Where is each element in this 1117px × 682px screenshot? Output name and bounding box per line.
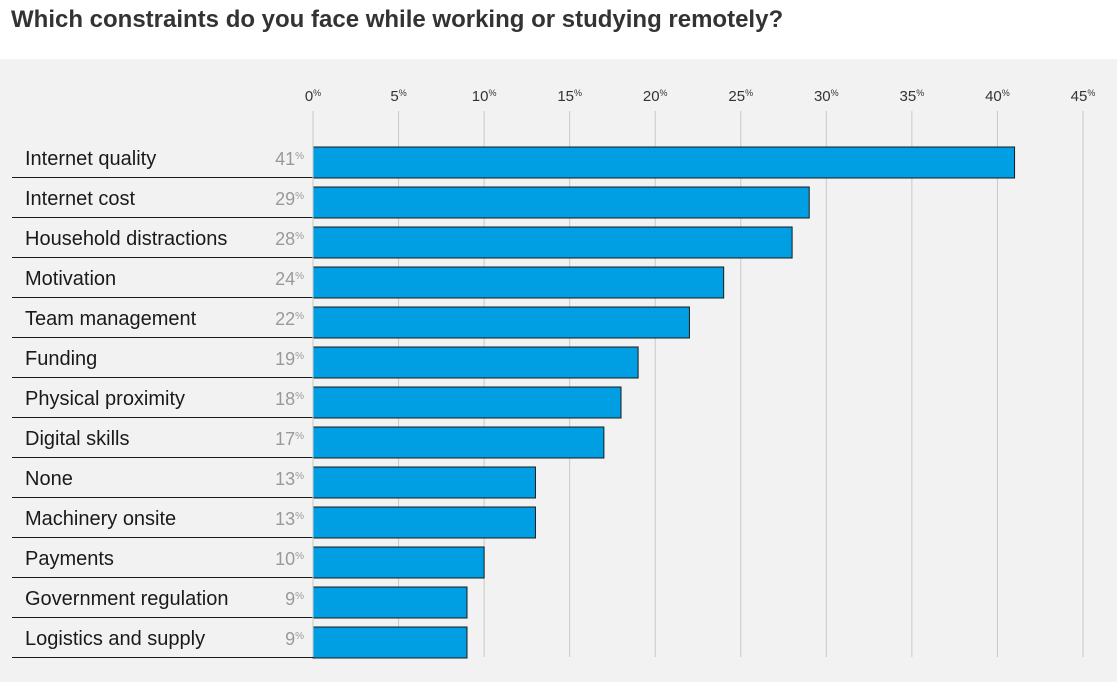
x-tick-label: 30% <box>814 88 839 105</box>
category-label: Physical proximity <box>25 388 185 410</box>
category-label: Internet cost <box>25 188 136 210</box>
bar <box>312 586 468 619</box>
value-label: 17% <box>275 429 304 449</box>
bar <box>312 186 810 219</box>
category-label: Machinery onsite <box>25 508 176 530</box>
category-label: None <box>25 468 73 490</box>
category-label: Logistics and supply <box>25 628 205 650</box>
x-tick-label: 15% <box>557 88 582 105</box>
x-tick-label: 35% <box>900 88 925 105</box>
bar <box>312 506 536 539</box>
value-label: 13% <box>275 469 304 489</box>
category-label: Internet quality <box>25 148 156 170</box>
value-label: 10% <box>275 549 304 569</box>
chart-title: Which constraints do you face while work… <box>11 6 784 33</box>
category-label: Payments <box>25 548 114 570</box>
x-tick-label: 5% <box>390 88 406 105</box>
value-label: 22% <box>275 309 304 329</box>
value-label: 9% <box>285 629 304 649</box>
bar <box>312 426 605 459</box>
value-label: 19% <box>275 349 304 369</box>
bar <box>312 306 690 339</box>
bar <box>312 546 485 579</box>
value-label: 18% <box>275 389 304 409</box>
value-label: 9% <box>285 589 304 609</box>
value-label: 28% <box>275 229 304 249</box>
category-label: Team management <box>25 308 197 330</box>
x-tick-label: 20% <box>643 88 668 105</box>
bar <box>312 386 622 419</box>
x-tick-label: 45% <box>1071 88 1096 105</box>
bar <box>312 346 639 379</box>
bar <box>312 626 468 659</box>
category-label: Motivation <box>25 268 116 290</box>
bar <box>312 266 725 299</box>
value-label: 29% <box>275 189 304 209</box>
category-label: Digital skills <box>25 428 129 450</box>
value-label: 13% <box>275 509 304 529</box>
bar <box>312 466 536 499</box>
bar <box>312 146 1016 179</box>
category-label: Government regulation <box>25 588 228 610</box>
x-tick-label: 10% <box>472 88 497 105</box>
category-label: Funding <box>25 348 97 370</box>
bar <box>312 226 793 259</box>
value-label: 41% <box>275 149 304 169</box>
x-tick-label: 25% <box>728 88 753 105</box>
x-tick-label: 40% <box>985 88 1010 105</box>
category-label: Household distractions <box>25 228 227 250</box>
value-label: 24% <box>275 269 304 289</box>
x-tick-label: 0% <box>305 88 321 105</box>
